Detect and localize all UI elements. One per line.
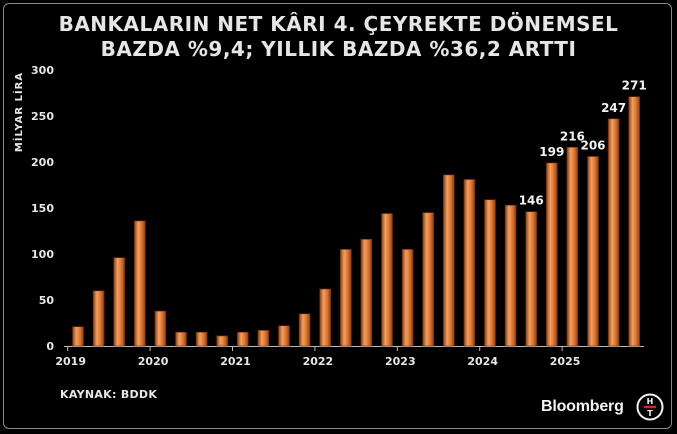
y-tick-label: 150 (31, 202, 54, 215)
bar-2019Q1 (72, 326, 84, 347)
bloomberg-logo-text: Bloomberg (541, 398, 624, 415)
x-tick-label: 2023 (385, 355, 416, 368)
bar-2024Q3 (525, 211, 538, 347)
data-label: 216 (560, 129, 585, 143)
chart-frame (3, 3, 672, 429)
x-tick-label: 2022 (303, 355, 334, 368)
data-label: 146 (519, 194, 544, 208)
bar-2022Q2 (339, 249, 352, 347)
bar-2022Q1 (319, 288, 332, 347)
source-note: KAYNAK: BDDK (60, 388, 158, 401)
bar-2025Q4 (628, 96, 641, 347)
bar-2024Q4 (545, 162, 558, 347)
bar-2024Q2 (504, 204, 517, 347)
bar-2022Q3 (360, 238, 373, 347)
bar-2021Q2 (257, 330, 270, 347)
bar-2023Q3 (442, 174, 455, 347)
bar-2020Q3 (195, 331, 208, 347)
bar-2019Q3 (113, 257, 125, 347)
bar-2025Q3 (607, 118, 620, 347)
y-tick-label: 250 (31, 110, 54, 123)
bar-2025Q1 (566, 146, 579, 347)
x-tick-label: 2020 (138, 355, 169, 368)
y-tick-label: 0 (46, 340, 54, 353)
svg-text:T: T (647, 409, 653, 418)
y-tick-label: 300 (31, 64, 54, 77)
x-tick-label: 2025 (550, 355, 581, 368)
bar-2023Q2 (422, 212, 435, 347)
bar-2019Q4 (134, 220, 146, 347)
data-label: 206 (580, 138, 605, 152)
chart-title-line-2: BAZDA %9,4; YILLIK BAZDA %36,2 ARTTI (100, 37, 577, 61)
y-tick-label: 50 (39, 294, 55, 307)
bar-2020Q4 (216, 335, 228, 347)
data-label: 271 (622, 79, 647, 93)
svg-text:H: H (647, 397, 654, 406)
y-tick-label: 200 (31, 156, 54, 169)
bar-2023Q4 (463, 179, 476, 347)
bar-2025Q2 (587, 156, 599, 347)
bar-2021Q1 (237, 331, 249, 347)
y-axis-label: MİLYAR LİRA (11, 72, 25, 152)
bar-2020Q1 (154, 310, 167, 347)
data-label: 199 (539, 145, 564, 159)
bar-2019Q2 (92, 290, 105, 347)
bar-2023Q1 (401, 249, 414, 347)
bar-2021Q4 (298, 313, 311, 347)
data-label: 247 (601, 101, 626, 115)
bar-2021Q3 (278, 325, 290, 347)
x-tick-label: 2024 (467, 355, 498, 368)
y-tick-label: 100 (31, 248, 54, 261)
chart-title-line-1: BANKALARIN NET KÂRI 4. ÇEYREKTE DÖNEMSEL (58, 12, 619, 36)
bar-2020Q2 (175, 331, 187, 347)
bar-2022Q4 (381, 213, 393, 347)
bloomberg-ht-logo-icon: H T (636, 393, 664, 421)
x-tick-label: 2019 (55, 355, 86, 368)
bar-2024Q1 (484, 199, 496, 347)
x-tick-label: 2021 (220, 355, 251, 368)
